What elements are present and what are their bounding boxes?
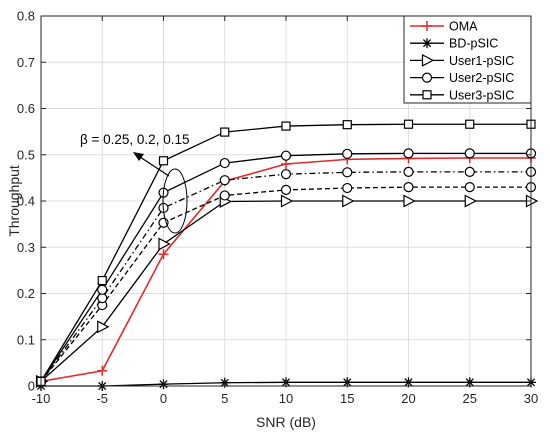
circle-marker <box>342 182 353 194</box>
series-group <box>35 119 539 391</box>
legend-item: User2-pSIC <box>410 71 514 85</box>
circle-marker <box>97 284 108 295</box>
plus-marker <box>97 365 108 376</box>
triangle-right-marker <box>280 194 294 208</box>
x-tick-label: 0 <box>160 391 167 406</box>
circle-marker <box>403 182 414 193</box>
annotation-arrowhead <box>133 152 144 161</box>
circle-marker <box>219 190 230 201</box>
legend-label: User1-pSIC <box>449 54 514 68</box>
y-tick-label: 0.7 <box>17 55 35 70</box>
x-tick-label: 5 <box>221 391 228 406</box>
y-tick-label: 0.1 <box>17 332 35 347</box>
circle-marker <box>421 72 433 83</box>
legend-label: OMA <box>449 20 478 34</box>
circle-marker <box>403 148 414 159</box>
circle-marker <box>280 184 292 195</box>
series-user1-psic <box>35 194 539 388</box>
x-tick-label: -10 <box>32 391 51 406</box>
triangle-right-marker <box>403 194 416 208</box>
square-marker <box>422 90 432 100</box>
x-axis-label: SNR (dB) <box>256 414 316 430</box>
y-tick-label: 0.4 <box>17 194 35 209</box>
triangle-right-marker <box>464 194 478 208</box>
x-tick-label: 30 <box>524 391 538 406</box>
circle-marker <box>464 148 475 159</box>
y-tick-label: 0.3 <box>17 240 35 255</box>
series-user2-pSIC-variant-4 <box>35 166 537 387</box>
x-tick-label: 10 <box>279 391 293 406</box>
plus-marker <box>158 249 169 260</box>
square-marker <box>97 275 107 286</box>
asterisk-marker <box>422 38 432 49</box>
triangle-right-marker <box>97 320 110 334</box>
legend: OMA BD-pSIC User1-pSIC User2-pSIC User3-pSIC <box>403 15 532 104</box>
x-tick-label: 25 <box>463 391 477 406</box>
square-marker <box>403 119 414 129</box>
legend-item: BD-pSIC <box>410 37 498 51</box>
y-axis-label: Throughput <box>6 165 22 237</box>
legend-item: User1-pSIC <box>410 54 514 68</box>
circle-marker <box>280 150 292 161</box>
tick-marks: -10 -5 0 5 10 15 20 25 30 0 0.1 0.2 0.3 0.4 0.5 0.6 0.7 0… <box>17 9 538 407</box>
legend-label: User2-pSIC <box>449 71 514 85</box>
x-tick-label: 20 <box>401 391 415 406</box>
annotation-ellipse <box>162 168 188 234</box>
annotation-label: β = 0.25, 0.2, 0.15 <box>80 132 189 147</box>
triangle-right-marker <box>421 53 435 67</box>
square-marker <box>342 120 352 130</box>
circle-marker <box>403 166 414 177</box>
legend-label: User3-pSIC <box>449 88 514 102</box>
series-user2-pSIC-variant-3 <box>35 182 537 387</box>
annotation-arrow-line <box>139 156 170 177</box>
circle-marker <box>280 169 292 180</box>
circle-marker <box>342 167 353 178</box>
square-marker <box>465 119 475 129</box>
legend-item: User3-pSIC <box>410 88 514 102</box>
y-tick-label: 0.8 <box>17 9 35 24</box>
x-tick-label: -5 <box>96 391 108 406</box>
triangle-right-marker <box>158 237 171 251</box>
y-tick-label: 0.2 <box>17 286 35 301</box>
legend-label: BD-pSIC <box>449 37 498 51</box>
annotation: β = 0.25, 0.2, 0.15 <box>80 132 189 234</box>
circle-marker <box>464 182 475 193</box>
y-tick-label: 0 <box>28 379 35 394</box>
legend-item: OMA <box>410 20 478 34</box>
circle-marker <box>464 166 475 177</box>
y-tick-label: 0.6 <box>17 101 35 116</box>
square-marker <box>158 156 169 166</box>
y-tick-label: 0.5 <box>17 147 35 162</box>
plus-marker <box>422 21 432 31</box>
square-marker <box>220 127 230 137</box>
triangle-right-marker <box>342 194 355 208</box>
circle-marker <box>342 148 353 159</box>
x-tick-label: 15 <box>340 391 354 406</box>
circle-marker <box>219 157 230 169</box>
circle-marker <box>219 175 230 186</box>
square-marker <box>281 121 291 131</box>
